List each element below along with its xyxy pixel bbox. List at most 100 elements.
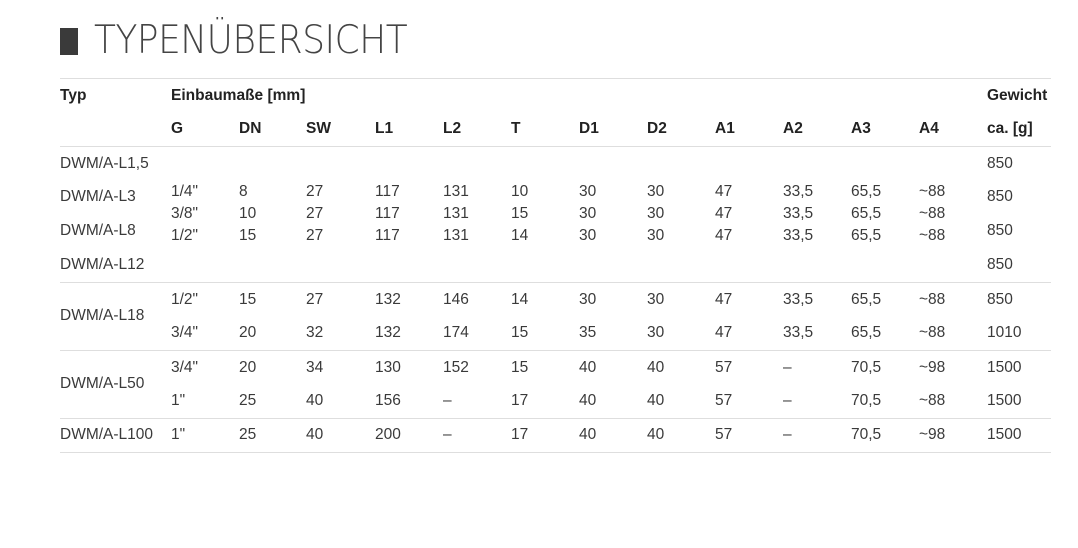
table-cell: 152 [443, 359, 469, 376]
table-cell: – [443, 392, 452, 409]
table-cell: 65,5 [851, 227, 882, 244]
table-cell: 132 [375, 324, 401, 341]
table-cell: 40 [647, 392, 665, 409]
column-header: D2 [647, 120, 667, 137]
table-cell: 174 [443, 324, 469, 341]
table-cell: 1" [171, 392, 186, 409]
table-cell: 57 [715, 392, 733, 409]
table-cell: 47 [715, 291, 733, 308]
header-einbaumasse: Einbaumaße [mm] [171, 87, 306, 104]
table-cell: 15 [511, 359, 529, 376]
table-cell: 14 [511, 227, 529, 244]
table-cell: 117 [375, 183, 400, 200]
table-cell: 15 [511, 205, 529, 222]
table-cell: 32 [306, 324, 324, 341]
table-cell: 30 [647, 183, 665, 200]
row-divider [60, 350, 1051, 351]
table-cell: 30 [647, 324, 665, 341]
table-cell: 27 [306, 205, 324, 222]
weight-cell: 1010 [987, 324, 1022, 341]
table-cell: 131 [443, 205, 469, 222]
table-cell: ~88 [919, 392, 946, 409]
table-cell: 14 [511, 291, 529, 308]
table-cell: 40 [579, 392, 597, 409]
row-divider [60, 78, 1051, 79]
table-cell: ~88 [919, 205, 946, 222]
weight-cell: 850 [987, 222, 1013, 239]
table-cell: 20 [239, 359, 257, 376]
table-cell: 35 [579, 324, 597, 341]
column-header: G [171, 120, 184, 137]
table-cell: 40 [647, 426, 665, 443]
weight-cell: 850 [987, 256, 1013, 273]
table-cell: 65,5 [851, 324, 882, 341]
table-cell: 200 [375, 426, 401, 443]
row-divider [60, 146, 1051, 147]
table-cell: ~98 [919, 426, 946, 443]
table-cell: 30 [647, 205, 665, 222]
table-cell: 146 [443, 291, 469, 308]
header-gewicht: Gewicht [987, 87, 1048, 104]
column-header: L1 [375, 120, 394, 137]
table-cell: 15 [511, 324, 529, 341]
table-cell: 27 [306, 227, 324, 244]
table-cell: 70,5 [851, 392, 882, 409]
weight-cell: 850 [987, 291, 1013, 308]
row-divider [60, 452, 1051, 453]
table-cell: 130 [375, 359, 401, 376]
type-label: DWM/A-L18 [60, 307, 145, 324]
table-cell: 47 [715, 227, 733, 244]
table-cell: 57 [715, 426, 733, 443]
table-cell: 15 [239, 227, 257, 244]
table-cell: – [783, 359, 792, 376]
type-label: DWM/A-L100 [60, 426, 154, 443]
column-header: L2 [443, 120, 462, 137]
table-cell: 117 [375, 205, 400, 222]
table-cell: ~88 [919, 227, 946, 244]
table-cell: 33,5 [783, 324, 814, 341]
table-cell: 30 [579, 183, 597, 200]
table-cell: 25 [239, 392, 257, 409]
table-cell: 40 [306, 392, 324, 409]
weight-cell: 850 [987, 188, 1013, 205]
table-cell: ~88 [919, 324, 946, 341]
table-cell: 47 [715, 324, 733, 341]
table-cell: 17 [511, 426, 529, 443]
table-cell: 156 [375, 392, 401, 409]
table-cell: 131 [443, 227, 469, 244]
table-cell: ~98 [919, 359, 946, 376]
table-cell: 8 [239, 183, 248, 200]
header-gewicht-unit: ca. [g] [987, 120, 1033, 137]
table-cell: 131 [443, 183, 469, 200]
table-cell: – [443, 426, 452, 443]
table-cell: 30 [647, 227, 665, 244]
table-cell: 1/4" [171, 183, 199, 200]
table-cell: 40 [647, 359, 665, 376]
table-cell: 33,5 [783, 291, 814, 308]
table-cell: 40 [579, 359, 597, 376]
header-typ: Typ [60, 87, 87, 104]
row-divider [60, 282, 1051, 283]
weight-cell: 1500 [987, 426, 1022, 443]
table-cell: 30 [579, 227, 597, 244]
column-header: DN [239, 120, 262, 137]
table-cell: 117 [375, 227, 400, 244]
column-header: D1 [579, 120, 599, 137]
table-cell: 10 [511, 183, 529, 200]
table-cell: 70,5 [851, 359, 882, 376]
table-cell: 47 [715, 183, 733, 200]
title-marker [60, 28, 78, 55]
table-cell: 3/4" [171, 324, 199, 341]
table-cell: 30 [579, 291, 597, 308]
table-cell: 1/2" [171, 291, 199, 308]
type-label: DWM/A-L12 [60, 256, 145, 273]
table-cell: 1" [171, 426, 186, 443]
table-cell: 25 [239, 426, 257, 443]
table-cell: – [783, 392, 792, 409]
table-cell: 40 [306, 426, 324, 443]
weight-cell: 1500 [987, 359, 1022, 376]
table-cell: 3/8" [171, 205, 199, 222]
column-header: A4 [919, 120, 939, 137]
table-cell: 57 [715, 359, 733, 376]
table-cell: 33,5 [783, 227, 814, 244]
